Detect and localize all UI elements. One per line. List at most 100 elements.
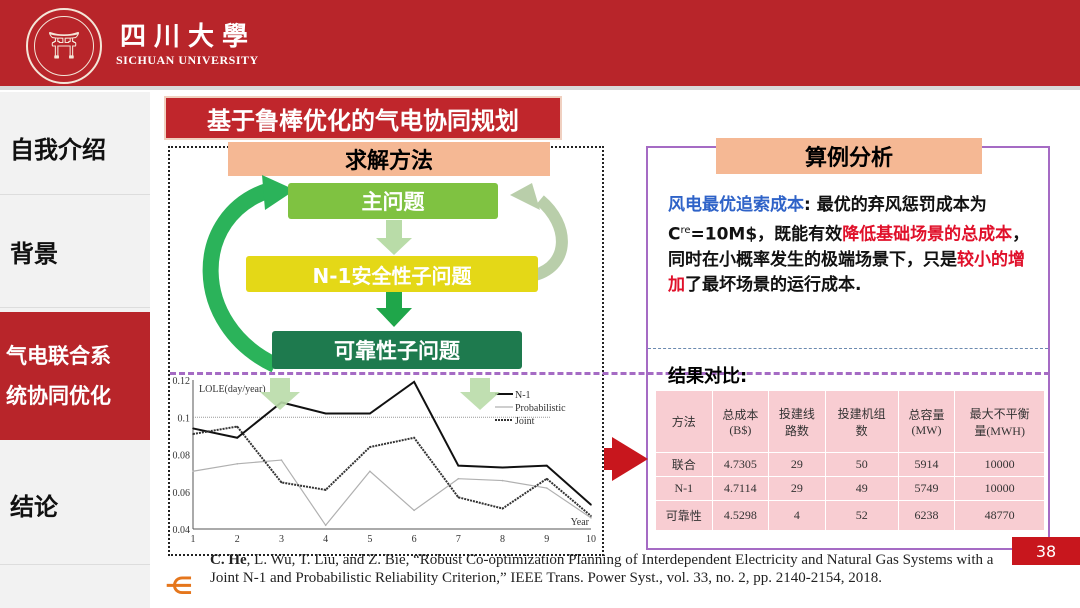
cell: 48770 (954, 500, 1045, 531)
x-tick-label: 8 (500, 534, 505, 545)
y-tick-label: 0.06 (173, 488, 191, 499)
table-header: 最大不平衡 量(MWH) (954, 390, 1045, 453)
highlight-text: 较小的增加 (668, 249, 1025, 295)
legend-label: Probabilistic (515, 403, 566, 414)
sidebar-item-label: 气电联合系 (6, 344, 111, 368)
superscript: re (680, 225, 691, 236)
table-header: 总成本 (B$) (711, 390, 770, 453)
highlight-text: 降低基础场景的总成本 (842, 224, 1013, 245)
table-header: 方法 (655, 390, 713, 453)
reference-text: , L. Wu, T. Liu, and Z. Bie, “Robust Co-… (210, 552, 994, 586)
method-section-label: 求解方法 (228, 142, 550, 176)
sidebar-item-intro[interactable]: 自我介绍 (0, 100, 150, 195)
step-n1-subproblem: N-1安全性子问题 (246, 256, 538, 292)
university-name-en: SICHUAN UNIVERSITY (116, 53, 259, 67)
data-point (590, 503, 592, 506)
x-tick-label: 4 (323, 534, 328, 545)
table-header: 总容量 (MW) (897, 390, 956, 453)
loop-arrow-right-icon (532, 195, 568, 281)
data-point (236, 463, 239, 465)
step-master-problem: 主问题 (288, 183, 498, 219)
step-reliability-subproblem: 可靠性子问题 (272, 331, 522, 369)
data-point (501, 507, 504, 510)
x-tick-label: 1 (191, 534, 196, 545)
panel-divider (648, 348, 1048, 349)
cell: 联合 (655, 452, 713, 477)
cell: 4.7114 (711, 476, 770, 501)
table-header: 投建机组 数 (824, 390, 899, 453)
x-tick-label: 5 (367, 534, 372, 545)
cell: 可靠性 (655, 500, 713, 531)
data-point (192, 433, 194, 435)
table-header: 投建线 路数 (768, 390, 826, 453)
cell: 29 (768, 452, 826, 477)
y-tick-label: 0.04 (173, 525, 191, 536)
data-point (413, 436, 415, 439)
cell: 6238 (897, 500, 956, 531)
table-row: 可靠性 4.5298 4 52 6238 48770 (655, 500, 1045, 531)
y-tick-label: 0.1 (178, 413, 191, 424)
desc-text: =10M$，既能有效 (690, 224, 843, 245)
data-point (590, 517, 592, 519)
sidebar-item-gas-electric[interactable]: 气电联合系统协同优化 (0, 312, 150, 440)
cell: 52 (824, 500, 899, 531)
data-point (457, 477, 460, 480)
data-point (413, 381, 415, 383)
series-line-probabilistic (192, 459, 592, 527)
data-point (236, 436, 239, 439)
data-point (457, 496, 460, 499)
results-table: 方法 总成本 (B$) 投建线 路数 投建机组 数 总容量 (MW) 最大不平衡… (655, 390, 1045, 531)
cell: 5914 (897, 452, 956, 477)
down-arrow-icon (260, 378, 300, 410)
sidebar-item-background[interactable]: 背景 (0, 196, 150, 308)
header-divider (0, 86, 1080, 90)
data-point (501, 479, 504, 482)
down-arrow-icon (376, 308, 412, 327)
cell: 4.5298 (711, 500, 770, 531)
data-point (280, 459, 283, 461)
data-point (280, 481, 283, 484)
sidebar-item-label: 自我介绍 (10, 135, 106, 164)
cell: 5749 (897, 476, 956, 501)
university-name-cn: 四川大學 (120, 22, 257, 52)
x-tick-label: 3 (279, 534, 284, 545)
sidebar-item-conclusion[interactable]: 结论 (0, 445, 150, 565)
data-point (236, 425, 239, 428)
table-row: 联合 4.7305 29 50 5914 10000 (655, 452, 1045, 477)
analysis-description: 风电最优追索成本: 最优的弃风惩罚成本为 Cre=10M$，既能有效降低基础场景… (668, 193, 1038, 298)
desc-text: 了最坏场景的运行成本. (685, 274, 862, 295)
series-line-n-1 (192, 380, 592, 506)
x-tick-label: 7 (456, 534, 461, 545)
analysis-section-label: 算例分析 (716, 138, 982, 174)
data-point (369, 470, 371, 473)
cell: 49 (824, 476, 899, 501)
cell: 4 (768, 500, 826, 531)
flow-arrows (202, 175, 568, 373)
highlight-text: 风电最优追索成本 (668, 195, 804, 215)
data-point (457, 464, 460, 467)
legend-label: Joint (515, 416, 535, 427)
cell: 4.7305 (711, 452, 770, 477)
data-point (369, 412, 371, 415)
reference-author: C. He (210, 552, 247, 568)
x-tick-label: 9 (544, 534, 549, 545)
chart-background (170, 376, 600, 548)
series-line-joint (192, 425, 592, 517)
section-divider (170, 372, 1050, 375)
sidebar-item-label: 背景 (10, 240, 58, 268)
loop-arrow-left-icon (202, 182, 279, 373)
x-tick-label: 2 (235, 534, 240, 545)
data-point (192, 427, 194, 430)
sidebar-item-label: 统协同优化 (6, 384, 111, 408)
x-axis-label: Year (571, 517, 590, 528)
data-point (369, 446, 371, 448)
data-point (413, 509, 415, 512)
desc-text: ，同时在小概率发生的极端场景下，只是 (668, 224, 1030, 270)
results-label: 结果对比: (668, 366, 748, 387)
data-point (324, 489, 327, 491)
cell: 50 (824, 452, 899, 477)
y-axis-label: LOLE(day/year) (199, 384, 266, 395)
down-arrow-icon (376, 238, 412, 255)
table-header-row: 方法 总成本 (B$) 投建线 路数 投建机组 数 总容量 (MW) 最大不平衡… (655, 390, 1045, 453)
reference-citation: C. He, L. Wu, T. Liu, and Z. Bie, “Robus… (210, 551, 1010, 587)
